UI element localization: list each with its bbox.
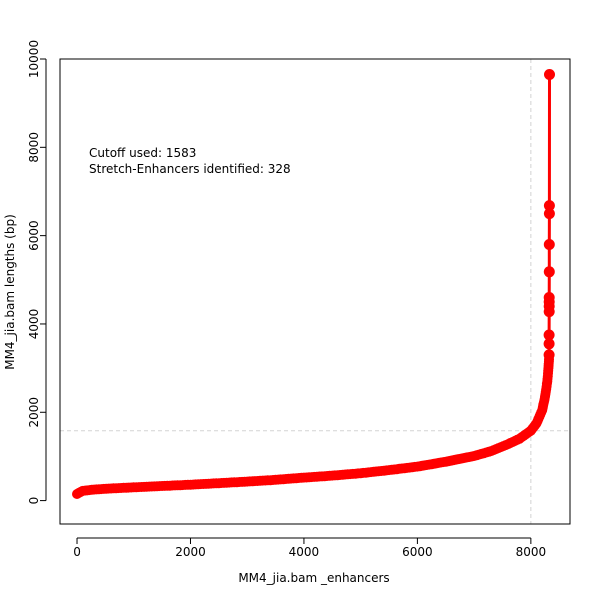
y-tick-label: 0 [27,497,41,505]
cutoff-annotation: Cutoff used: 1583 [89,146,196,160]
x-tick-label: 4000 [289,545,320,559]
outlier-point [543,200,555,212]
y-axis-label: MM4_jia.bam lengths (bp) [3,214,17,370]
outlier-point [543,266,555,278]
x-tick-label: 0 [73,545,81,559]
y-tick-label: 8000 [27,132,41,163]
x-tick-label: 2000 [175,545,206,559]
outlier-point [543,329,555,341]
outlier-point [543,208,555,220]
x-axis-label: MM4_jia.bam _enhancers [238,571,389,585]
y-tick-label: 2000 [27,397,41,428]
y-axis: 0 2000 4000 6000 8000 10000 [27,40,47,505]
x-axis: 0 2000 4000 6000 8000 [73,537,547,559]
outlier-point [543,338,555,350]
outlier-point [544,69,555,80]
stretch-enhancers-annotation: Stretch-Enhancers identified: 328 [89,162,291,176]
outlier-point [543,239,555,250]
y-tick-label: 4000 [27,309,41,340]
x-tick-label: 8000 [516,545,547,559]
outlier-point [543,349,555,361]
curve-points [72,354,555,499]
y-tick-label: 6000 [27,220,41,251]
data-series [72,69,555,499]
plot-frame [59,58,571,525]
x-tick-label: 6000 [402,545,433,559]
cutoff-lines [60,59,570,524]
outlier-point [543,292,555,303]
y-tick-label: 10000 [27,40,41,78]
